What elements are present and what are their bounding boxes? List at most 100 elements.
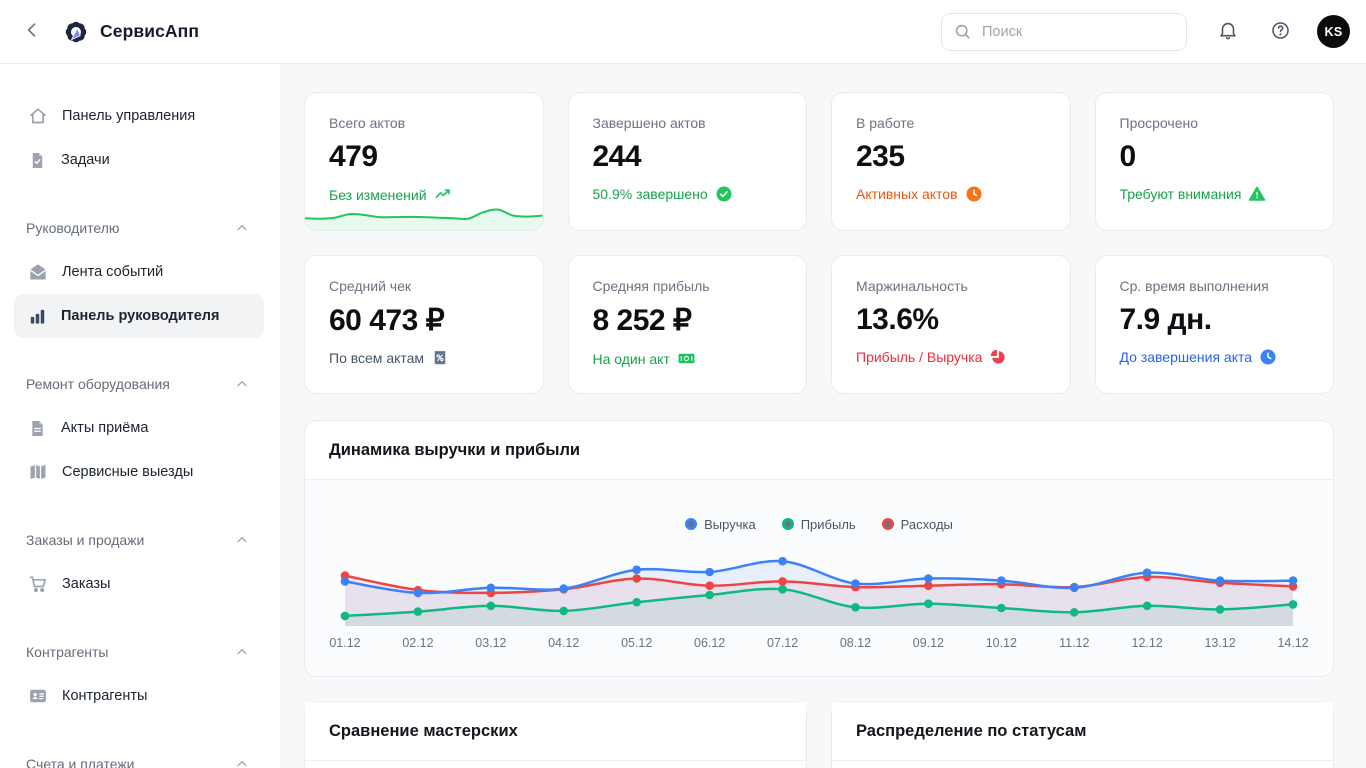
legend-marker-icon	[781, 518, 794, 530]
sidebar-item-document[interactable]: Акты приёма	[14, 406, 264, 450]
contact-card-icon	[28, 686, 48, 706]
legend-label: Выручка	[704, 516, 756, 532]
sidebar-item-label: Сервисные выезды	[62, 464, 194, 480]
workshops-card-header: Сравнение мастерских	[305, 702, 806, 761]
kpi-value: 0	[1119, 140, 1137, 173]
app-logo-icon	[62, 18, 90, 46]
mail-icon	[28, 262, 48, 282]
sidebar-section-title[interactable]: Контрагенты	[14, 630, 264, 674]
kpi-subtitle: До завершения акта	[1120, 348, 1310, 366]
kpi-value: 479	[329, 140, 378, 173]
svg-text:09.12: 09.12	[913, 636, 944, 650]
sidebar-item-label: Панель руководителя	[61, 308, 220, 324]
receipt-percent-icon	[431, 349, 449, 367]
home-icon	[28, 106, 48, 126]
chevron-up-icon	[234, 644, 250, 660]
legend-item[interactable]: Выручка	[685, 517, 756, 532]
kpi-subtitle-text: Активных актов	[856, 186, 958, 202]
legend-item[interactable]: Расходы	[881, 517, 953, 532]
top-bar: СервисАпп KS	[0, 0, 1366, 64]
svg-text:14.12: 14.12	[1277, 636, 1308, 650]
kpi-card: Средняя прибыль 8 252 ₽ На один акт	[567, 255, 807, 394]
sidebar-item-bar-chart[interactable]: Панель руководителя	[14, 294, 264, 338]
kpi-card: Всего актов 479 Без изменений	[304, 92, 544, 231]
kpi-subtitle: По всем актам	[329, 349, 519, 367]
kpi-subtitle-text: На один акт	[592, 350, 670, 367]
clock-icon	[965, 185, 983, 203]
sidebar-item-map[interactable]: Сервисные выезды	[14, 450, 264, 494]
chart-body: Выручка Прибыль Расходы 01.12 02.12 03.12 04.…	[305, 480, 1333, 676]
bar-chart-icon	[28, 307, 47, 326]
search-input[interactable]	[941, 12, 1187, 51]
kpi-subtitle: 50.9% завершено	[593, 185, 783, 203]
map-icon	[28, 462, 48, 482]
svg-text:04.12: 04.12	[548, 636, 579, 650]
sidebar-item-cart[interactable]: Заказы	[14, 562, 264, 606]
sidebar-section-title[interactable]: Ремонт оборудования	[14, 362, 264, 406]
sidebar-item-task[interactable]: Задачи	[14, 138, 264, 182]
warning-triangle-icon	[1248, 185, 1266, 203]
svg-text:11.12: 11.12	[1059, 636, 1089, 650]
legend-item[interactable]: Прибыль	[781, 516, 856, 532]
sidebar-section-title[interactable]: Счета и платежи	[14, 742, 264, 768]
sidebar-section-title[interactable]: Заказы и продажи	[14, 518, 264, 562]
sidebar-section-title[interactable]: Руководителю	[14, 206, 264, 250]
task-icon	[28, 151, 47, 170]
help-button[interactable]	[1265, 17, 1295, 47]
user-avatar[interactable]: KS	[1317, 15, 1350, 48]
sidebar-item-contact-card[interactable]: Контрагенты	[14, 674, 264, 718]
workshops-card-body	[305, 761, 806, 768]
banknote-icon	[677, 349, 696, 368]
line-chart: 01.12 02.12 03.12 04.12 05.12 06.12 07.12 08.12…	[329, 556, 1309, 650]
svg-text:13.12: 13.12	[1204, 636, 1235, 650]
trending-up-icon	[434, 185, 453, 204]
back-button[interactable]	[16, 16, 48, 48]
notifications-button[interactable]	[1213, 17, 1243, 47]
chart-legend: Выручка Прибыль Расходы	[329, 514, 1309, 534]
kpi-subtitle: Требуют внимания	[1120, 185, 1310, 203]
kpi-label: Средний чек	[329, 278, 412, 294]
status-card-header: Распределение по статусам	[832, 702, 1333, 761]
legend-label: Прибыль	[800, 516, 856, 532]
question-circle-icon	[1270, 20, 1291, 44]
sidebar-item-mail[interactable]: Лента событий	[14, 250, 264, 294]
svg-text:02.12: 02.12	[402, 636, 433, 650]
pie-chart-icon	[989, 348, 1007, 366]
kpi-value: 8 252 ₽	[592, 304, 692, 337]
layout: Панель управления Задачи Руководителю Лента…	[0, 64, 1366, 768]
svg-text:01.12: 01.12	[329, 636, 360, 650]
kpi-subtitle-text: До завершения акта	[1119, 349, 1253, 365]
kpi-subtitle-text: Прибыль / Выручка	[856, 349, 983, 365]
sidebar: Панель управления Задачи Руководителю Лента…	[0, 64, 280, 768]
status-distribution-card: Распределение по статусам	[831, 701, 1334, 768]
kpi-subtitle-text: Требуют внимания	[1119, 186, 1242, 202]
kpi-subtitle: Без изменений	[329, 185, 519, 204]
document-icon	[28, 419, 47, 438]
workshops-comparison-card: Сравнение мастерских	[304, 701, 807, 768]
revenue-profit-chart-card: Динамика выручки и прибыли Выручка Прибыл…	[304, 420, 1334, 677]
status-card-title: Распределение по статусам	[856, 721, 1087, 740]
sidebar-item-label: Задачи	[61, 152, 110, 168]
kpi-value: 244	[592, 140, 642, 173]
sidebar-item-home[interactable]: Панель управления	[14, 94, 264, 138]
kpi-label: Маржинальность	[856, 278, 968, 294]
chevron-up-icon	[234, 220, 250, 236]
svg-text:08.12: 08.12	[840, 636, 871, 650]
kpi-value: 235	[856, 140, 905, 173]
status-card-body	[832, 761, 1333, 768]
kpi-subtitle-text: По всем актам	[329, 350, 425, 366]
kpi-value: 60 473 ₽	[329, 304, 445, 337]
kpi-label: В работе	[856, 115, 915, 131]
chevron-up-icon	[234, 376, 250, 392]
svg-text:10.12: 10.12	[986, 636, 1017, 650]
kpi-value: 13.6%	[856, 303, 939, 336]
sidebar-item-label: Панель управления	[62, 108, 196, 124]
clock-icon	[1259, 348, 1277, 366]
kpi-card: Средний чек 60 473 ₽ По всем актам	[304, 255, 544, 394]
kpi-card: Завершено актов 244 50.9% завершено	[567, 92, 807, 231]
sparkline-chart	[305, 208, 543, 230]
kpi-label: Ср. время выполнения	[1119, 278, 1269, 294]
chevron-up-icon	[234, 756, 250, 768]
sidebar-item-label: Акты приёма	[61, 420, 149, 436]
legend-marker-icon	[881, 518, 894, 530]
